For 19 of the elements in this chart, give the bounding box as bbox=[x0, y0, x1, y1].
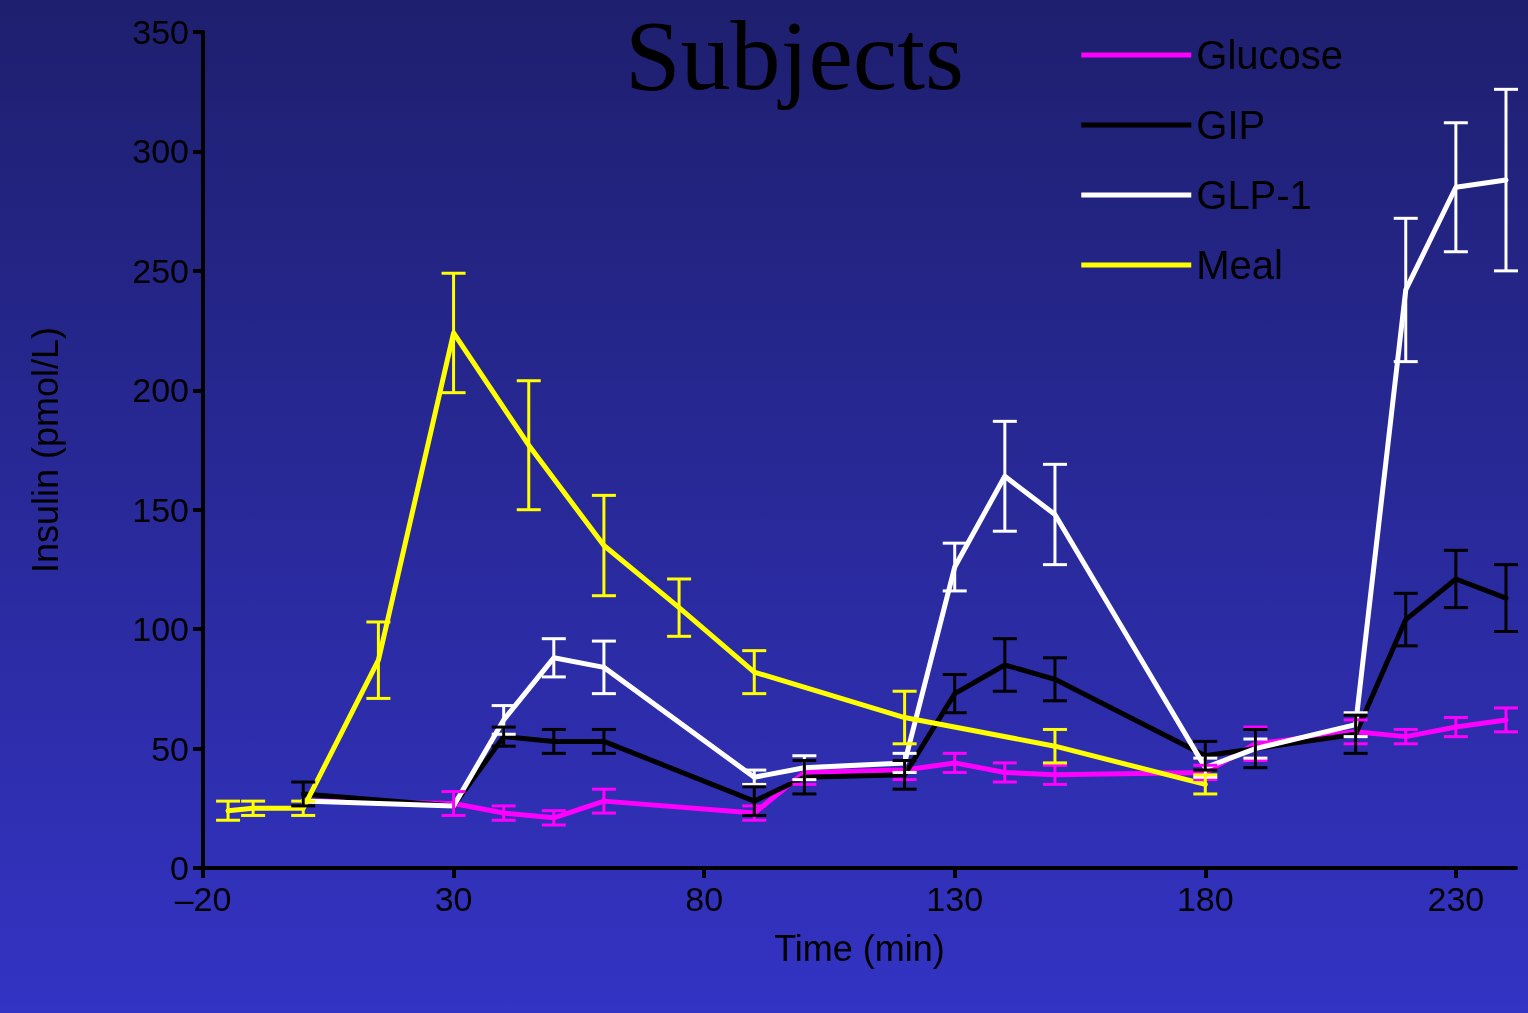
y-tick-label: 350 bbox=[132, 13, 189, 51]
x-tick-label: 80 bbox=[685, 880, 724, 918]
legend-label: Meal bbox=[1196, 243, 1283, 287]
x-tick-label: 130 bbox=[926, 880, 984, 918]
x-tick-label: 30 bbox=[434, 880, 473, 918]
y-tick-label: 300 bbox=[132, 132, 189, 171]
y-tick-label: 50 bbox=[151, 729, 189, 768]
legend-label: GIP bbox=[1196, 103, 1266, 147]
legend-label: Glucose bbox=[1196, 33, 1344, 77]
y-tick-label: 200 bbox=[132, 371, 189, 410]
x-tick-label: 230 bbox=[1427, 880, 1485, 918]
y-tick-label: 250 bbox=[132, 251, 189, 290]
legend-label: GLP-1 bbox=[1196, 173, 1312, 217]
y-tick-label: 150 bbox=[132, 490, 189, 529]
y-tick-label: 100 bbox=[132, 610, 189, 649]
y-axis-title: Insulin (pmol/L) bbox=[24, 326, 66, 574]
chart-title: Subjects bbox=[625, 0, 964, 111]
x-axis-title: Time (min) bbox=[774, 927, 945, 969]
x-tick-label: 180 bbox=[1176, 880, 1234, 918]
